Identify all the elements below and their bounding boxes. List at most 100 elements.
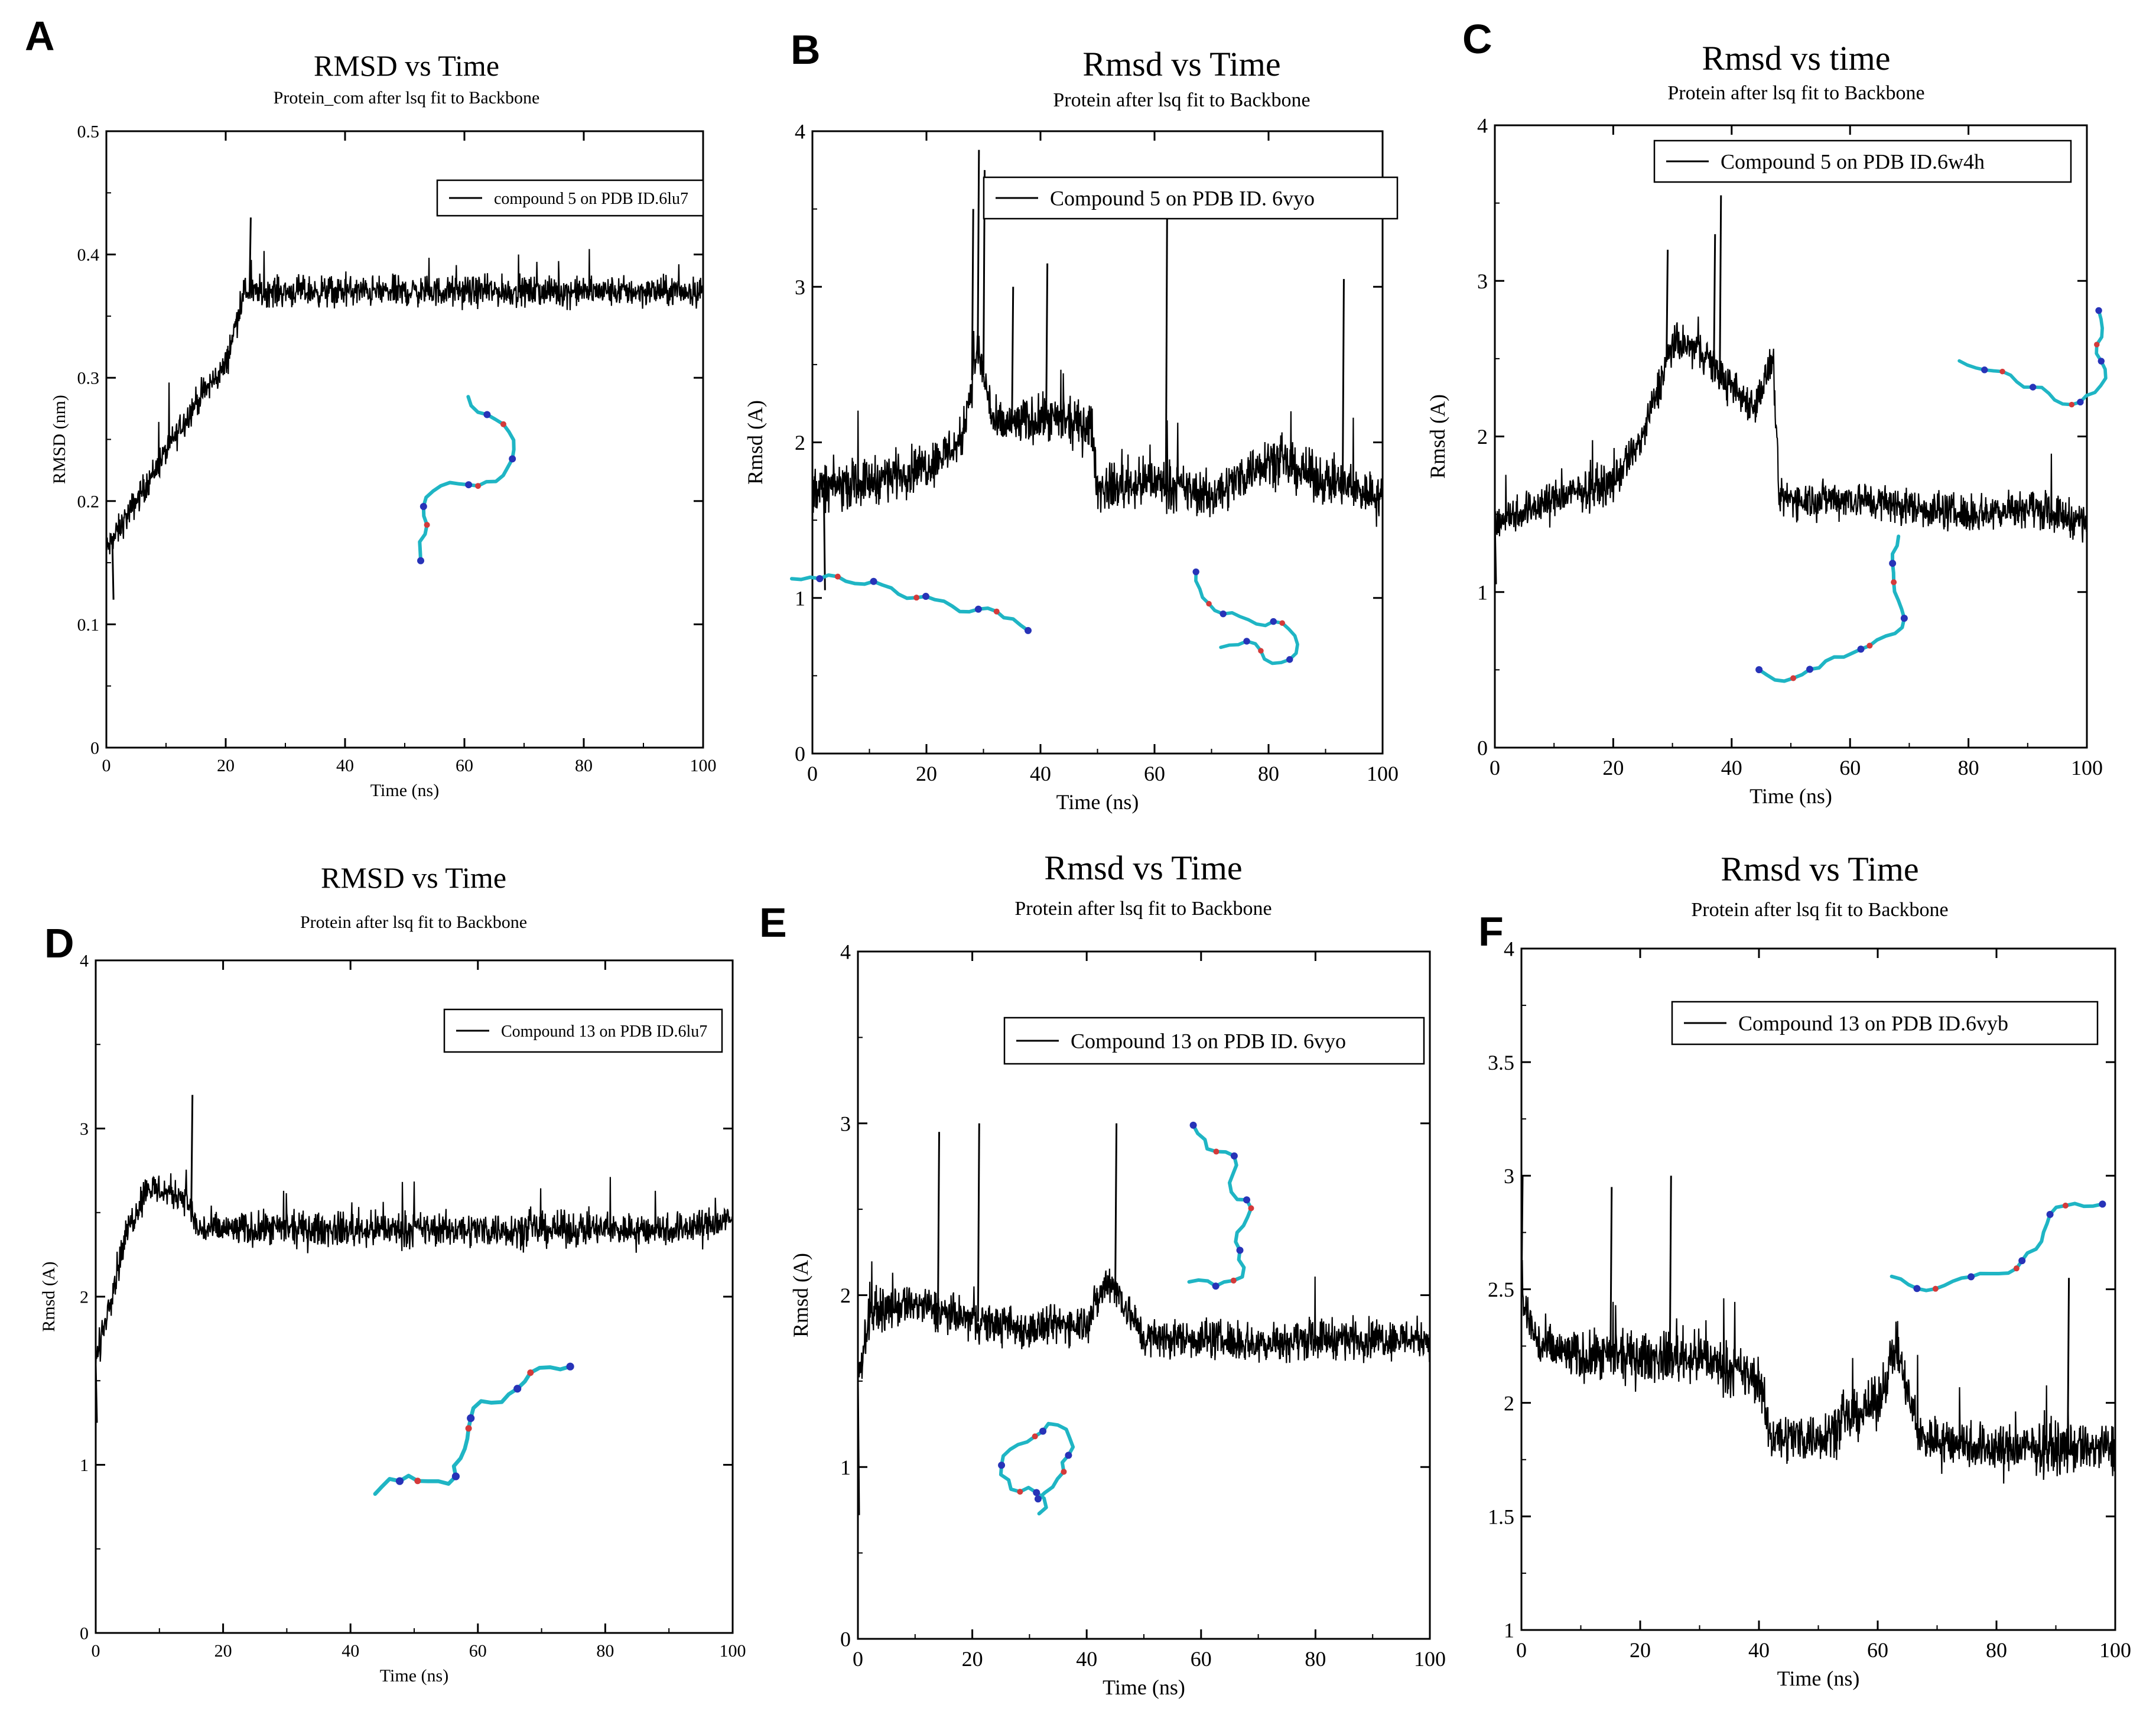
- y-tick-label: 3.5: [1488, 1051, 1514, 1074]
- x-tick-label: 40: [1748, 1638, 1770, 1662]
- x-tick-label: 0: [1490, 756, 1500, 780]
- y-tick-label: 1: [840, 1456, 851, 1479]
- y-axis-label: Rmsd (A): [1426, 394, 1449, 479]
- chart-subtitle: Protein after lsq fit to Backbone: [1691, 899, 1948, 921]
- molecule-structure: [373, 1362, 574, 1496]
- series-spike: [977, 150, 980, 349]
- y-axis-label: Rmsd (A): [39, 1261, 58, 1332]
- chart-panel-b: B Rmsd vs Time Protein after lsq fit to Ba…: [743, 27, 1399, 814]
- series-spike: [937, 1132, 941, 1311]
- x-tick-label: 40: [1721, 756, 1742, 780]
- chart-subtitle: Protein after lsq fit to Backbone: [1014, 898, 1272, 920]
- panel-letter: E: [759, 900, 787, 946]
- molecule-structure: [1192, 568, 1299, 665]
- x-tick-label: 40: [1030, 762, 1051, 785]
- series-spike: [971, 209, 974, 381]
- plot-frame: [811, 130, 1384, 755]
- series-line: [95, 1170, 734, 1378]
- x-axis-label: Time (ns): [1749, 784, 1832, 808]
- x-tick-label: 0: [92, 1641, 100, 1661]
- x-tick-label: 60: [456, 756, 473, 775]
- legend-label: Compound 5 on PDB ID. 6vyo: [1050, 187, 1315, 210]
- y-axis-label: Rmsd (A): [789, 1253, 812, 1337]
- y-tick-label: 4: [1477, 114, 1488, 138]
- series-spike: [1011, 287, 1014, 424]
- x-axis-label: Time (ns): [1056, 790, 1139, 814]
- x-tick-label: 80: [1986, 1638, 2007, 1662]
- x-axis-label: Time (ns): [1103, 1675, 1185, 1699]
- x-tick-label: 100: [690, 756, 717, 775]
- legend-label: compound 5 on PDB ID.6lu7: [494, 190, 688, 208]
- molecule-structure: [790, 573, 1032, 634]
- chart-title: Rmsd vs Time: [1082, 45, 1280, 83]
- series-spike: [1165, 216, 1168, 485]
- panel-letter: F: [1478, 908, 1504, 954]
- y-tick-label: 0: [1477, 736, 1488, 760]
- x-tick-label: 100: [1367, 762, 1399, 785]
- series-line: [106, 249, 704, 554]
- legend-label: Compound 13 on PDB ID.6vyb: [1738, 1012, 2008, 1035]
- x-tick-label: 100: [1414, 1647, 1446, 1671]
- series-spike: [190, 1095, 194, 1213]
- panel-letter: A: [25, 13, 55, 59]
- x-tick-label: 60: [469, 1641, 487, 1661]
- y-tick-label: 0.1: [77, 615, 100, 635]
- chart-title: Rmsd vs Time: [1044, 849, 1242, 887]
- plot-frame: [95, 959, 734, 1634]
- chart-title: Rmsd vs time: [1702, 39, 1890, 77]
- y-tick-label: 1.5: [1488, 1505, 1514, 1528]
- x-tick-label: 60: [1144, 762, 1165, 785]
- chart-subtitle: Protein after lsq fit to Backbone: [300, 913, 527, 932]
- series-spike: [1341, 279, 1345, 486]
- x-tick-label: 0: [807, 762, 818, 785]
- x-tick-label: 40: [342, 1641, 359, 1661]
- series-spike: [111, 540, 115, 600]
- y-tick-label: 2: [795, 431, 805, 454]
- y-tick-label: 4: [80, 952, 89, 971]
- y-tick-label: 1: [795, 586, 805, 610]
- molecule-structure: [1187, 1121, 1254, 1290]
- y-tick-label: 2: [1477, 425, 1488, 449]
- y-tick-label: 0: [90, 739, 99, 758]
- chart-subtitle: Protein_com after lsq fit to Backbone: [274, 88, 540, 108]
- chart-panel-c: C Rmsd vs time Protein after lsq fit to Ba…: [1426, 16, 2108, 808]
- x-tick-label: 20: [916, 762, 937, 785]
- chart-title: RMSD vs Time: [321, 861, 506, 894]
- x-tick-label: 60: [1839, 756, 1861, 780]
- legend-label: Compound 13 on PDB ID.6lu7: [501, 1022, 707, 1041]
- y-tick-label: 0: [840, 1628, 851, 1651]
- x-tick-label: 100: [2071, 756, 2103, 780]
- legend-box: [983, 176, 1399, 220]
- molecule-structure: [1755, 534, 1908, 683]
- y-tick-label: 0.4: [77, 245, 100, 265]
- x-tick-label: 60: [1191, 1647, 1212, 1671]
- chart-subtitle: Protein after lsq fit to Backbone: [1053, 89, 1310, 111]
- molecule-structure: [1890, 1200, 2106, 1293]
- x-axis-label: Time (ns): [370, 781, 439, 800]
- molecule-structure: [998, 1421, 1075, 1516]
- series-spike: [977, 1123, 980, 1322]
- x-tick-label: 80: [596, 1641, 614, 1661]
- series-line: [857, 1261, 1431, 1379]
- series-spike: [1719, 195, 1722, 375]
- y-tick-label: 2: [840, 1284, 851, 1307]
- y-axis-label: RMSD (nm): [50, 395, 69, 484]
- plot-frame: [105, 130, 704, 749]
- legend-box: [1671, 1001, 2099, 1045]
- y-tick-label: 1: [80, 1456, 89, 1475]
- x-tick-label: 20: [214, 1641, 232, 1661]
- y-tick-label: 2.5: [1488, 1278, 1514, 1301]
- x-tick-label: 40: [336, 756, 354, 775]
- y-tick-label: 0: [80, 1624, 89, 1644]
- y-tick-label: 3: [795, 275, 805, 299]
- series-spike: [1609, 1187, 1613, 1358]
- y-tick-label: 0.3: [77, 369, 100, 388]
- y-tick-label: 3: [1504, 1164, 1514, 1188]
- x-tick-label: 60: [1867, 1638, 1888, 1662]
- x-tick-label: 40: [1076, 1647, 1097, 1671]
- y-tick-label: 1: [1504, 1619, 1514, 1642]
- legend-box: [1653, 139, 2072, 183]
- series-line: [1494, 316, 2088, 543]
- series-spike: [1114, 1123, 1118, 1288]
- chart-title: RMSD vs Time: [314, 49, 499, 82]
